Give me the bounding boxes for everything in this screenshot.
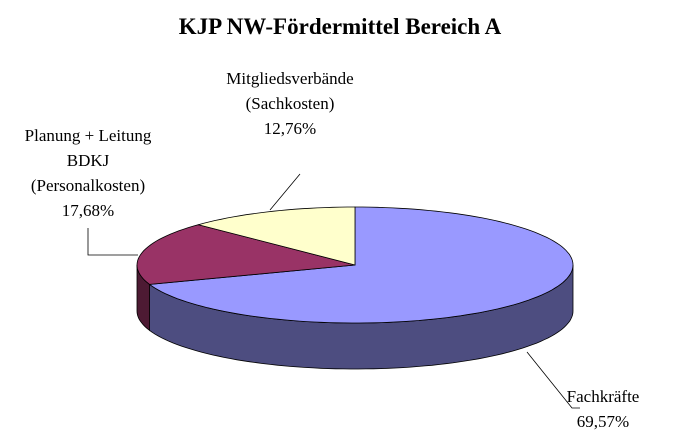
slice-value-label: 69,57% <box>576 412 630 431</box>
slice <box>136 224 356 285</box>
slice-value-label: 17,68% <box>61 201 115 220</box>
leader-line <box>526 351 580 409</box>
slice <box>148 206 574 324</box>
slice-label: Fachkräfte 69,57% <box>548 384 658 434</box>
slice-category: Fachkräfte <box>566 387 640 406</box>
slice-value-label: 12,76% <box>263 119 317 138</box>
slice-category: Planung + Leitung BDKJ (Personalkosten) <box>24 126 152 195</box>
leader-line <box>269 173 301 211</box>
leader-line <box>87 228 138 256</box>
slice-label: Mitgliedsverbände (Sachkosten) 12,76% <box>215 66 365 141</box>
slice <box>196 206 356 266</box>
slice-label: Planung + Leitung BDKJ (Personalkosten) … <box>8 123 168 223</box>
slice-category: Mitgliedsverbände (Sachkosten) <box>226 69 354 113</box>
chart-title: KJP NW-Fördermittel Bereich A <box>178 14 502 39</box>
